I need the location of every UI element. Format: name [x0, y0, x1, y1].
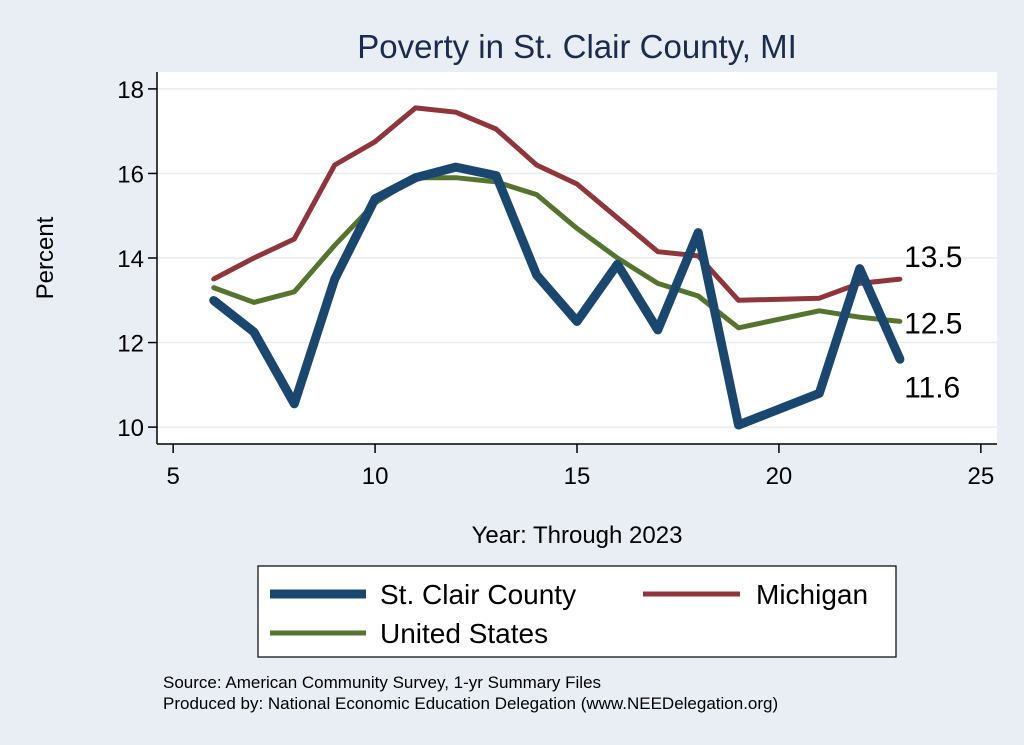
- data-point-michigan-21: [817, 295, 822, 301]
- data-point-michigan-12: [453, 109, 459, 115]
- data-point-united-states-7: [251, 300, 257, 305]
- x-tick-label-15: 15: [564, 463, 591, 490]
- data-point-st-clair-county-7: [249, 327, 259, 337]
- x-tick-label-25: 25: [967, 463, 994, 490]
- data-point-michigan-17: [655, 249, 661, 254]
- legend-label-st-clair-county: St. Clair County: [380, 579, 576, 610]
- legend-label-united-states: United States: [380, 618, 548, 649]
- data-point-st-clair-county-23: [895, 355, 905, 364]
- source-line-1: Source: American Community Survey, 1-yr …: [163, 673, 601, 692]
- data-point-michigan-6: [211, 276, 216, 282]
- data-point-michigan-13: [493, 126, 499, 132]
- data-point-st-clair-county-13: [491, 171, 501, 180]
- data-point-st-clair-county-16: [613, 260, 622, 269]
- legend-box: [257, 565, 897, 658]
- data-point-united-states-12: [453, 175, 459, 180]
- data-point-michigan-10: [372, 139, 378, 145]
- data-point-united-states-21: [817, 308, 822, 314]
- data-point-united-states-9: [332, 243, 337, 248]
- data-point-st-clair-county-10: [370, 194, 380, 204]
- source-line-2: Produced by: National Economic Education…: [163, 694, 778, 713]
- data-point-st-clair-county-14: [532, 270, 541, 280]
- end-label-michigan: 13.5: [904, 241, 962, 274]
- data-point-united-states-14: [534, 192, 539, 197]
- x-tick-label-5: 5: [166, 463, 179, 490]
- x-ticks: 5 10 15 20 25: [166, 444, 994, 490]
- data-point-michigan-9: [332, 162, 337, 168]
- data-point-united-states-23: [897, 319, 903, 324]
- data-point-st-clair-county-19: [734, 420, 743, 430]
- data-point-united-states-19: [736, 325, 741, 331]
- y-tick-label-18: 18: [117, 77, 144, 104]
- data-point-united-states-22: [857, 314, 862, 320]
- y-axis-label: Percent: [32, 216, 59, 299]
- data-point-michigan-11: [413, 105, 418, 111]
- y-tick-label-14: 14: [117, 246, 144, 273]
- data-point-united-states-16: [615, 255, 620, 261]
- y-tick-label-12: 12: [117, 331, 144, 358]
- end-label-united-states: 12.5: [904, 307, 962, 340]
- data-point-st-clair-county-21: [815, 388, 824, 398]
- end-label-st-clair-county: 11.6: [904, 371, 960, 404]
- x-tick-label-10: 10: [362, 463, 389, 490]
- grid: [157, 88, 997, 428]
- data-point-michigan-7: [251, 255, 257, 261]
- end-labels: 11.6 13.5 12.5: [904, 241, 962, 404]
- data-point-united-states-8: [292, 289, 297, 295]
- data-point-st-clair-county-6: [209, 295, 218, 305]
- y-ticks: 10 12 14 16 18: [117, 77, 157, 442]
- data-point-united-states-6: [211, 285, 216, 290]
- data-point-st-clair-county-8: [290, 399, 299, 409]
- data-point-st-clair-county-22: [855, 264, 864, 273]
- data-point-michigan-16: [615, 215, 620, 221]
- data-point-michigan-14: [534, 162, 539, 168]
- data-point-st-clair-county-11: [411, 173, 420, 182]
- y-tick-label-16: 16: [117, 161, 144, 188]
- data-point-st-clair-county-17: [653, 325, 663, 335]
- data-point-michigan-8: [292, 236, 297, 242]
- legend: St. Clair County Michigan United States: [257, 565, 897, 658]
- data-point-st-clair-county-18: [693, 228, 703, 237]
- series-group: [209, 105, 905, 430]
- data-point-united-states-17: [655, 281, 661, 286]
- x-tick-label-20: 20: [766, 463, 793, 490]
- y-tick-label-10: 10: [117, 415, 144, 442]
- legend-label-michigan: Michigan: [756, 579, 868, 610]
- data-point-st-clair-county-12: [451, 162, 461, 172]
- data-point-michigan-23: [897, 276, 903, 282]
- data-point-michigan-15: [574, 181, 580, 187]
- chart-title: Poverty in St. Clair County, MI: [357, 28, 797, 65]
- data-point-st-clair-county-15: [572, 317, 582, 326]
- data-point-united-states-18: [695, 293, 701, 299]
- data-point-st-clair-county-9: [330, 274, 339, 284]
- data-point-united-states-15: [574, 226, 580, 231]
- data-point-michigan-19: [736, 297, 741, 303]
- x-axis-label: Year: Through 2023: [472, 522, 683, 549]
